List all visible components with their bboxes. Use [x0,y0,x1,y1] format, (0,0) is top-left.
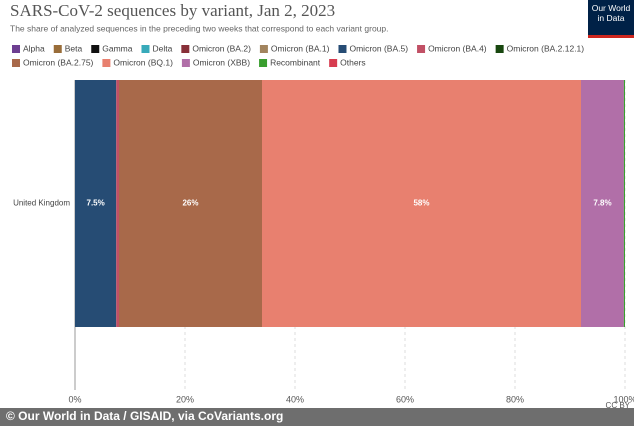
legend-item[interactable]: Alpha [12,43,45,53]
legend-label: Gamma [102,43,133,53]
legend-item[interactable]: Omicron (BA.5) [338,43,408,53]
legend-swatch [53,45,62,53]
legend-label: Omicron (BA.4) [428,43,487,53]
legend-label: Recombinant [270,57,321,67]
legend-item[interactable]: Omicron (BA.2) [181,43,251,53]
legend-swatch [338,45,347,53]
legend-label: Omicron (BA.5) [349,43,408,53]
logo[interactable]: Our World in Data [591,3,631,23]
legend-item[interactable]: Gamma [91,43,133,53]
legend-label: Omicron (BA.2.75) [23,57,94,67]
chart-subtitle: The share of analyzed sequences in the p… [10,23,388,33]
legend-swatch [259,59,268,67]
x-tick-label: 20% [176,394,194,404]
bar-segment [623,80,625,327]
legend-swatch [329,59,338,67]
legend-swatch [181,59,190,67]
legend-label: Others [340,57,366,67]
legend-label: Omicron (BA.2.12.1) [507,43,585,53]
value-label: 7.5% [87,199,105,208]
legend-swatch [91,45,100,53]
legend-item[interactable]: Delta [141,43,173,53]
legend-item[interactable]: Omicron (BA.1) [259,43,330,53]
legend-item[interactable]: Omicron (BA.2.75) [12,57,94,67]
legend-swatch [417,45,426,53]
value-label: 26% [182,199,198,208]
legend-swatch [495,45,504,53]
logo-holder: Our World in Data [591,3,631,23]
y-tick-label: United Kingdom [13,199,70,208]
bar-segment [116,80,119,327]
legend-swatch [12,45,20,53]
logo-bar [588,35,634,38]
legend-item[interactable]: Omicron (XBB) [181,57,250,67]
legend-label: Alpha [23,43,45,53]
legend-label: Omicron (BA.2) [192,43,251,53]
legend-label: Beta [65,43,83,53]
legend-label: Omicron (BA.1) [271,43,330,53]
legend-label: Delta [152,43,172,53]
legend-swatch [12,59,20,67]
value-label: 7.8% [593,199,611,208]
credit-band [0,408,634,426]
credit: © Our World in Data / GISAID, via CoVari… [6,409,283,423]
legend-item[interactable]: Omicron (BQ.1) [102,57,173,67]
legend-label: Omicron (BQ.1) [113,57,173,67]
legend-item[interactable]: Omicron (BA.2.12.1) [495,43,585,53]
x-tick-label: 80% [506,394,524,404]
logo-box [588,0,634,35]
legend-swatch [259,45,268,53]
legend-item[interactable]: Recombinant [259,57,321,67]
legend-swatch [141,45,150,53]
bar-segment [75,80,117,327]
x-tick-label: 0% [68,394,81,404]
legend-swatch [181,45,190,53]
chart-title: SARS-CoV-2 sequences by variant, Jan 2, … [10,1,335,20]
legend-item[interactable]: Omicron (BA.4) [417,43,487,53]
bar-segment [581,80,624,327]
x-tick-label: 100% [613,394,634,404]
legend-swatch [102,59,111,67]
legend-label: Omicron (XBB) [193,57,250,67]
legend-item[interactable]: Beta [53,43,83,53]
value-label: 58% [413,199,429,208]
bar-segment [262,80,581,327]
x-tick-label: 40% [286,394,304,404]
license[interactable]: CC BY [606,401,631,410]
bar-segment [119,80,262,327]
x-tick-label: 60% [396,394,414,404]
legend-item[interactable]: Others [329,57,366,67]
